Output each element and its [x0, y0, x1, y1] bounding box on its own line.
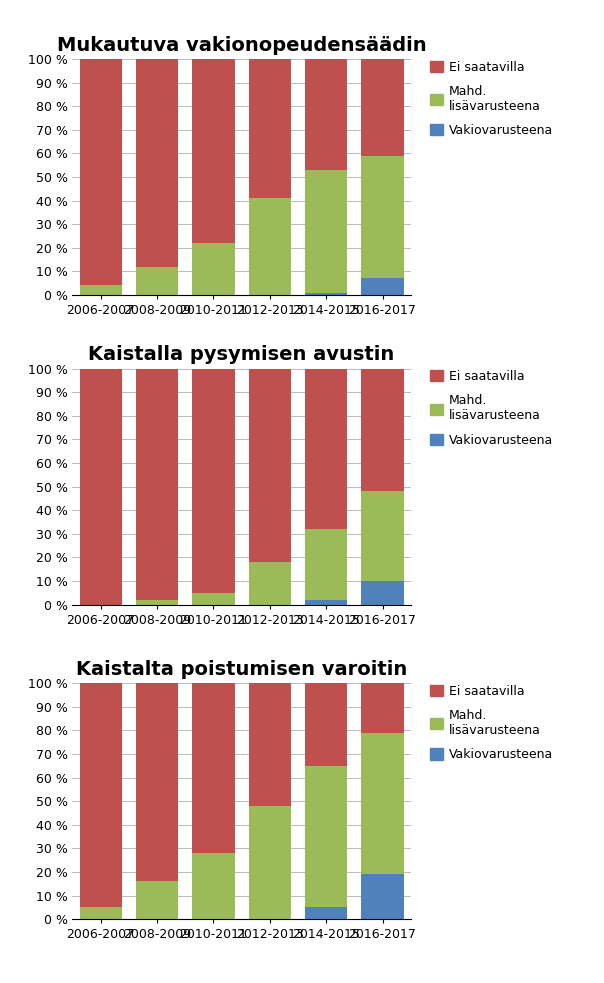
Bar: [361, 278, 403, 295]
Bar: [80, 907, 122, 919]
Bar: [192, 243, 234, 295]
Bar: [136, 882, 178, 919]
Bar: [80, 369, 122, 605]
Bar: [361, 369, 403, 492]
Bar: [361, 59, 403, 155]
Bar: [305, 600, 347, 605]
Bar: [136, 266, 178, 295]
Legend: Ei saatavilla, Mahd.
lisävarusteena, Vakiovarusteena: Ei saatavilla, Mahd. lisävarusteena, Vak…: [431, 685, 553, 761]
Title: Mukautuva vakionopeudensäädin: Mukautuva vakionopeudensäädin: [57, 35, 426, 55]
Bar: [249, 806, 291, 919]
Bar: [305, 529, 347, 600]
Legend: Ei saatavilla, Mahd.
lisävarusteena, Vakiovarusteena: Ei saatavilla, Mahd. lisävarusteena, Vak…: [431, 61, 553, 137]
Bar: [80, 285, 122, 295]
Bar: [361, 683, 403, 732]
Bar: [249, 369, 291, 562]
Bar: [305, 683, 347, 766]
Bar: [80, 59, 122, 285]
Bar: [192, 853, 234, 919]
Bar: [361, 732, 403, 874]
Title: Kaistalla pysymisen avustin: Kaistalla pysymisen avustin: [88, 345, 395, 365]
Bar: [192, 683, 234, 853]
Bar: [136, 600, 178, 605]
Bar: [305, 907, 347, 919]
Bar: [136, 369, 178, 600]
Bar: [361, 874, 403, 919]
Bar: [192, 593, 234, 605]
Bar: [192, 369, 234, 593]
Bar: [305, 293, 347, 295]
Bar: [361, 492, 403, 581]
Bar: [249, 59, 291, 199]
Title: Kaistalta poistumisen varoitin: Kaistalta poistumisen varoitin: [76, 660, 407, 679]
Bar: [305, 369, 347, 529]
Bar: [249, 683, 291, 806]
Bar: [192, 59, 234, 243]
Legend: Ei saatavilla, Mahd.
lisävarusteena, Vakiovarusteena: Ei saatavilla, Mahd. lisävarusteena, Vak…: [431, 371, 553, 446]
Bar: [305, 59, 347, 170]
Bar: [249, 562, 291, 605]
Bar: [361, 581, 403, 605]
Bar: [305, 170, 347, 293]
Bar: [136, 683, 178, 882]
Bar: [136, 59, 178, 266]
Bar: [249, 199, 291, 295]
Bar: [361, 155, 403, 278]
Bar: [305, 766, 347, 907]
Bar: [80, 683, 122, 907]
